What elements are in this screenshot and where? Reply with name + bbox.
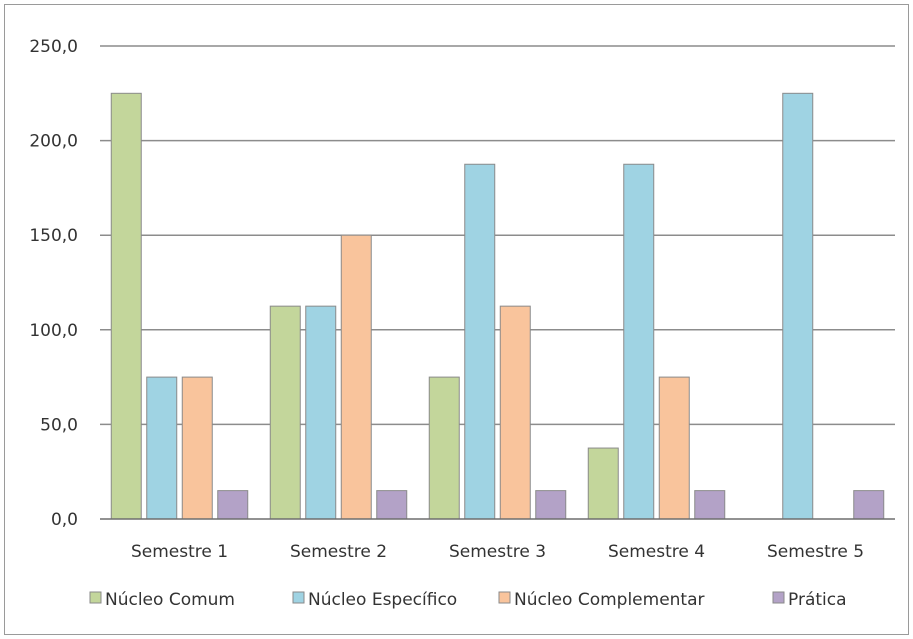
legend-item: Prática <box>772 590 847 610</box>
chart-frame <box>4 4 909 635</box>
bar-pr-tica-5 <box>853 490 885 520</box>
legend-label: Núcleo Comum <box>105 590 235 610</box>
bar-pr-tica-3 <box>535 490 567 520</box>
bar-n-cleo-complementar-1 <box>181 376 213 520</box>
bar-n-cleo-espec-fico-3 <box>464 163 496 520</box>
bar-n-cleo-complementar-3 <box>499 305 531 520</box>
bar-n-cleo-complementar-4 <box>658 376 690 520</box>
bar-n-cleo-espec-fico-5 <box>782 92 814 520</box>
legend-swatch <box>292 591 305 604</box>
bar-n-cleo-comum-2 <box>269 305 301 520</box>
bar-n-cleo-comum-1 <box>110 92 142 520</box>
legend-label: Núcleo Complementar <box>514 590 705 610</box>
bar-n-cleo-espec-fico-4 <box>623 163 655 520</box>
legend-item: Núcleo Específico <box>292 590 457 610</box>
y-tick-label: 250,0 <box>29 37 78 57</box>
grid-lines <box>100 45 895 426</box>
legend: Núcleo Comum Núcleo Específico Núcleo Comp… <box>89 590 847 610</box>
bar-n-cleo-complementar-2 <box>340 234 372 520</box>
bars <box>110 92 885 520</box>
bar-pr-tica-2 <box>376 490 408 520</box>
y-tick-label: 100,0 <box>29 321 78 341</box>
y-tick-label: 200,0 <box>29 132 78 152</box>
bar-n-cleo-espec-fico-2 <box>305 305 337 520</box>
legend-swatch <box>498 591 511 604</box>
x-tick-label: Semestre 4 <box>608 542 705 562</box>
y-axis-ticks: 0,0 50,0 100,0 150,0 200,0 250,0 <box>29 37 78 530</box>
bar-n-cleo-comum-4 <box>587 447 619 520</box>
legend-item: Núcleo Comum <box>89 590 235 610</box>
bar-n-cleo-espec-fico-1 <box>146 376 178 520</box>
y-tick-label: 50,0 <box>40 415 78 435</box>
y-tick-label: 150,0 <box>29 226 78 246</box>
bar-n-cleo-comum-3 <box>428 376 460 520</box>
bar-pr-tica-4 <box>694 490 726 520</box>
legend-item: Núcleo Complementar <box>498 590 705 610</box>
legend-swatch <box>89 591 102 604</box>
y-tick-label: 0,0 <box>51 510 78 530</box>
legend-label: Núcleo Específico <box>308 590 457 610</box>
x-tick-label: Semestre 3 <box>449 542 546 562</box>
x-tick-label: Semestre 2 <box>290 542 387 562</box>
x-axis-labels: Semestre 1 Semestre 2 Semestre 3 Semestre 4… <box>131 542 864 562</box>
x-tick-label: Semestre 1 <box>131 542 228 562</box>
x-tick-label: Semestre 5 <box>767 542 864 562</box>
legend-swatch <box>772 591 785 604</box>
bar-pr-tica-1 <box>217 490 249 520</box>
legend-label: Prática <box>788 590 847 610</box>
